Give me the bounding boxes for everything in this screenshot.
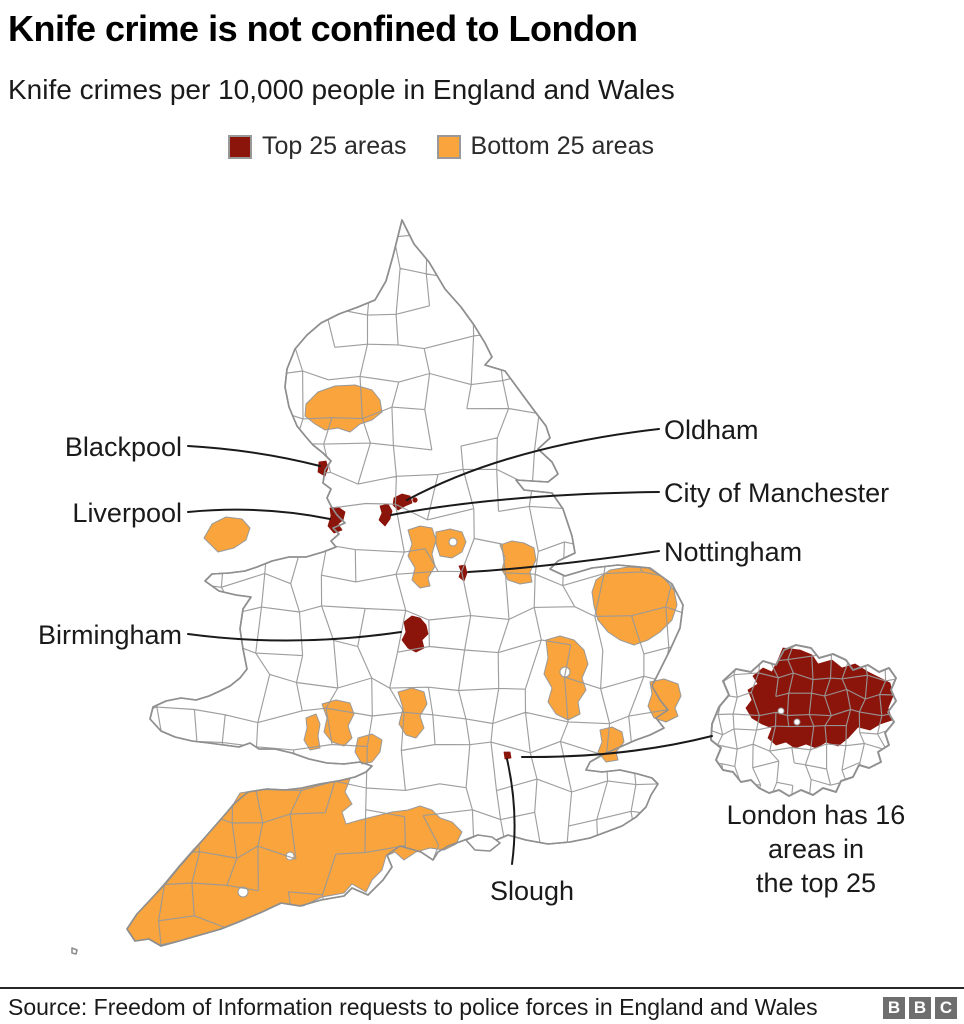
area-marches-west — [303, 713, 321, 751]
slough-label: Slough — [490, 876, 574, 906]
top25-color-swatch — [228, 134, 252, 159]
birmingham-leader-line — [187, 631, 402, 642]
white-enclave — [793, 718, 801, 726]
area-anglesey — [203, 516, 251, 553]
legend: Top 25 areas Bottom 25 areas — [228, 132, 654, 161]
coastline — [126, 219, 684, 947]
white-enclave — [237, 886, 249, 898]
area-oldham — [392, 493, 413, 511]
manchester-label: City of Manchester — [664, 478, 889, 508]
white-enclave — [448, 537, 458, 547]
area-manchester — [378, 503, 393, 527]
isles-of-scilly — [71, 947, 78, 955]
birmingham-label: Birmingham — [38, 620, 182, 650]
london-inset — [710, 644, 897, 797]
nottingham-label: Nottingham — [664, 537, 802, 567]
source-text: Source: Freedom of Information requests … — [8, 994, 818, 1020]
page-title: Knife crime is not confined to London — [8, 8, 638, 49]
map-label-group: Blackpool Liverpool Birmingham Oldham Ci… — [38, 415, 905, 906]
page-subtitle: Knife crimes per 10,000 people in Englan… — [8, 74, 675, 105]
greater-london-coast — [710, 644, 897, 797]
oldham-leader-line — [406, 428, 660, 501]
blackpool-leader-line — [187, 445, 321, 467]
area-oldham-fragment — [412, 497, 418, 503]
bbc-logo-letter: B — [883, 997, 905, 1019]
inset-caption-line1: London has 16 — [727, 800, 906, 830]
legend-item-top25: Top 25 areas — [228, 132, 407, 161]
inset-leader-line — [521, 735, 713, 759]
area-monmouth — [354, 733, 383, 765]
area-blackpool — [317, 460, 329, 477]
nottingham-leader-line — [467, 550, 660, 573]
legend-item-bottom25: Bottom 25 areas — [436, 132, 654, 161]
inset-caption-line3: the top 25 — [756, 868, 876, 898]
isle-of-wight — [465, 834, 501, 852]
bbc-logo: B B C — [883, 997, 957, 1019]
slough-leader-line — [506, 758, 516, 865]
mainland-group — [71, 219, 684, 955]
bottom25-legend-label: Bottom 25 areas — [470, 132, 654, 160]
area-essex — [597, 726, 625, 763]
bottom25-color-swatch — [436, 134, 461, 159]
manchester-leader-line — [390, 491, 660, 516]
footer-divider — [0, 987, 964, 989]
area-slough — [503, 751, 512, 760]
liverpool-leader-line — [187, 508, 331, 520]
bbc-logo-letter: B — [909, 997, 931, 1019]
oldham-label: Oldham — [664, 415, 759, 445]
leader-lines — [187, 428, 713, 865]
blackpool-label: Blackpool — [65, 432, 182, 462]
liverpool-label: Liverpool — [72, 498, 182, 528]
top25-areas — [317, 460, 512, 760]
bbc-logo-letter: C — [935, 997, 957, 1019]
area-liverpool — [327, 506, 346, 534]
top25-legend-label: Top 25 areas — [262, 132, 407, 160]
area-birmingham — [401, 615, 429, 653]
inset-caption-line2: areas in — [768, 834, 864, 864]
